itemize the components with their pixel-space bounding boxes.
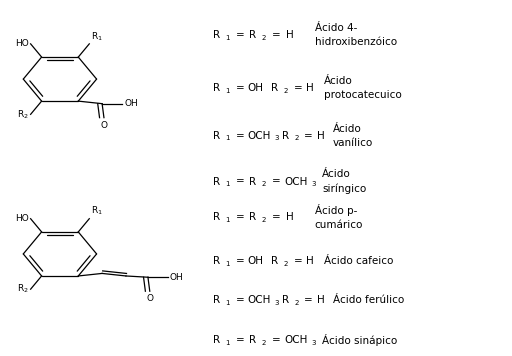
Text: 2: 2 xyxy=(262,217,266,223)
Text: OH: OH xyxy=(170,273,184,282)
Text: R: R xyxy=(212,295,220,305)
Text: Ácido
siríngico: Ácido siríngico xyxy=(322,169,367,194)
Text: 3: 3 xyxy=(275,135,280,141)
Text: =: = xyxy=(236,30,245,40)
Text: =: = xyxy=(272,177,281,187)
Text: =: = xyxy=(294,256,303,266)
Text: 1: 1 xyxy=(225,300,229,306)
Text: O: O xyxy=(100,121,108,130)
Text: 1: 1 xyxy=(225,35,229,41)
Text: =: = xyxy=(304,131,313,141)
Text: 3: 3 xyxy=(311,340,316,346)
Text: OCH: OCH xyxy=(247,295,271,305)
Text: Ácido ferúlico: Ácido ferúlico xyxy=(333,295,404,305)
Text: =: = xyxy=(294,83,303,93)
Text: 1: 1 xyxy=(225,181,229,187)
Text: 1: 1 xyxy=(225,217,229,223)
Text: R: R xyxy=(271,256,279,266)
Text: R: R xyxy=(212,335,220,345)
Text: 2: 2 xyxy=(262,181,266,187)
Text: OCH: OCH xyxy=(284,177,307,187)
Text: HO: HO xyxy=(15,40,29,48)
Text: R: R xyxy=(212,131,220,141)
Text: =: = xyxy=(236,212,245,222)
Text: 2: 2 xyxy=(294,300,298,306)
Text: R: R xyxy=(249,30,257,40)
Text: =: = xyxy=(272,30,281,40)
Text: 2: 2 xyxy=(284,88,288,94)
Text: 1: 1 xyxy=(225,88,229,94)
Text: =: = xyxy=(236,131,245,141)
Text: R: R xyxy=(212,30,220,40)
Text: H: H xyxy=(306,256,314,266)
Text: =: = xyxy=(236,256,245,266)
Text: H: H xyxy=(317,295,325,305)
Text: R: R xyxy=(282,295,289,305)
Text: 2: 2 xyxy=(294,135,298,141)
Text: R: R xyxy=(249,335,257,345)
Text: R: R xyxy=(271,83,279,93)
Text: Ácido p-
cumárico: Ácido p- cumárico xyxy=(314,204,363,230)
Text: H: H xyxy=(286,30,294,40)
Text: OH: OH xyxy=(247,83,263,93)
Text: H: H xyxy=(317,131,325,141)
Text: 3: 3 xyxy=(275,300,280,306)
Text: =: = xyxy=(236,295,245,305)
Text: 2: 2 xyxy=(284,261,288,267)
Text: =: = xyxy=(304,295,313,305)
Text: 2: 2 xyxy=(262,35,266,41)
Text: 1: 1 xyxy=(225,340,229,346)
Text: H: H xyxy=(306,83,314,93)
Text: R: R xyxy=(212,212,220,222)
Text: OH: OH xyxy=(124,99,138,108)
Text: Ácido
vanílico: Ácido vanílico xyxy=(333,124,373,148)
Text: H: H xyxy=(286,212,294,222)
Text: R: R xyxy=(282,131,289,141)
Text: Ácido
protocatecuico: Ácido protocatecuico xyxy=(324,76,401,100)
Text: Ácido 4-
hidroxibenzóico: Ácido 4- hidroxibenzóico xyxy=(314,23,397,47)
Text: OH: OH xyxy=(247,256,263,266)
Text: O: O xyxy=(146,294,153,303)
Text: =: = xyxy=(272,212,281,222)
Text: =: = xyxy=(236,335,245,345)
Text: =: = xyxy=(272,335,281,345)
Text: R: R xyxy=(249,177,257,187)
Text: R$_1$: R$_1$ xyxy=(91,30,103,43)
Text: Ácido sinápico: Ácido sinápico xyxy=(322,335,397,346)
Text: HO: HO xyxy=(15,214,29,223)
Text: =: = xyxy=(236,177,245,187)
Text: R$_1$: R$_1$ xyxy=(91,205,103,218)
Text: 1: 1 xyxy=(225,261,229,267)
Text: OCH: OCH xyxy=(247,131,271,141)
Text: R: R xyxy=(212,256,220,266)
Text: Ácido cafeico: Ácido cafeico xyxy=(324,256,393,266)
Text: R: R xyxy=(212,177,220,187)
Text: R$_2$: R$_2$ xyxy=(17,108,29,121)
Text: 1: 1 xyxy=(225,135,229,141)
Text: R$_2$: R$_2$ xyxy=(17,283,29,295)
Text: OCH: OCH xyxy=(284,335,307,345)
Text: R: R xyxy=(249,212,257,222)
Text: R: R xyxy=(212,83,220,93)
Text: 2: 2 xyxy=(262,340,266,346)
Text: 3: 3 xyxy=(311,181,316,187)
Text: =: = xyxy=(236,83,245,93)
